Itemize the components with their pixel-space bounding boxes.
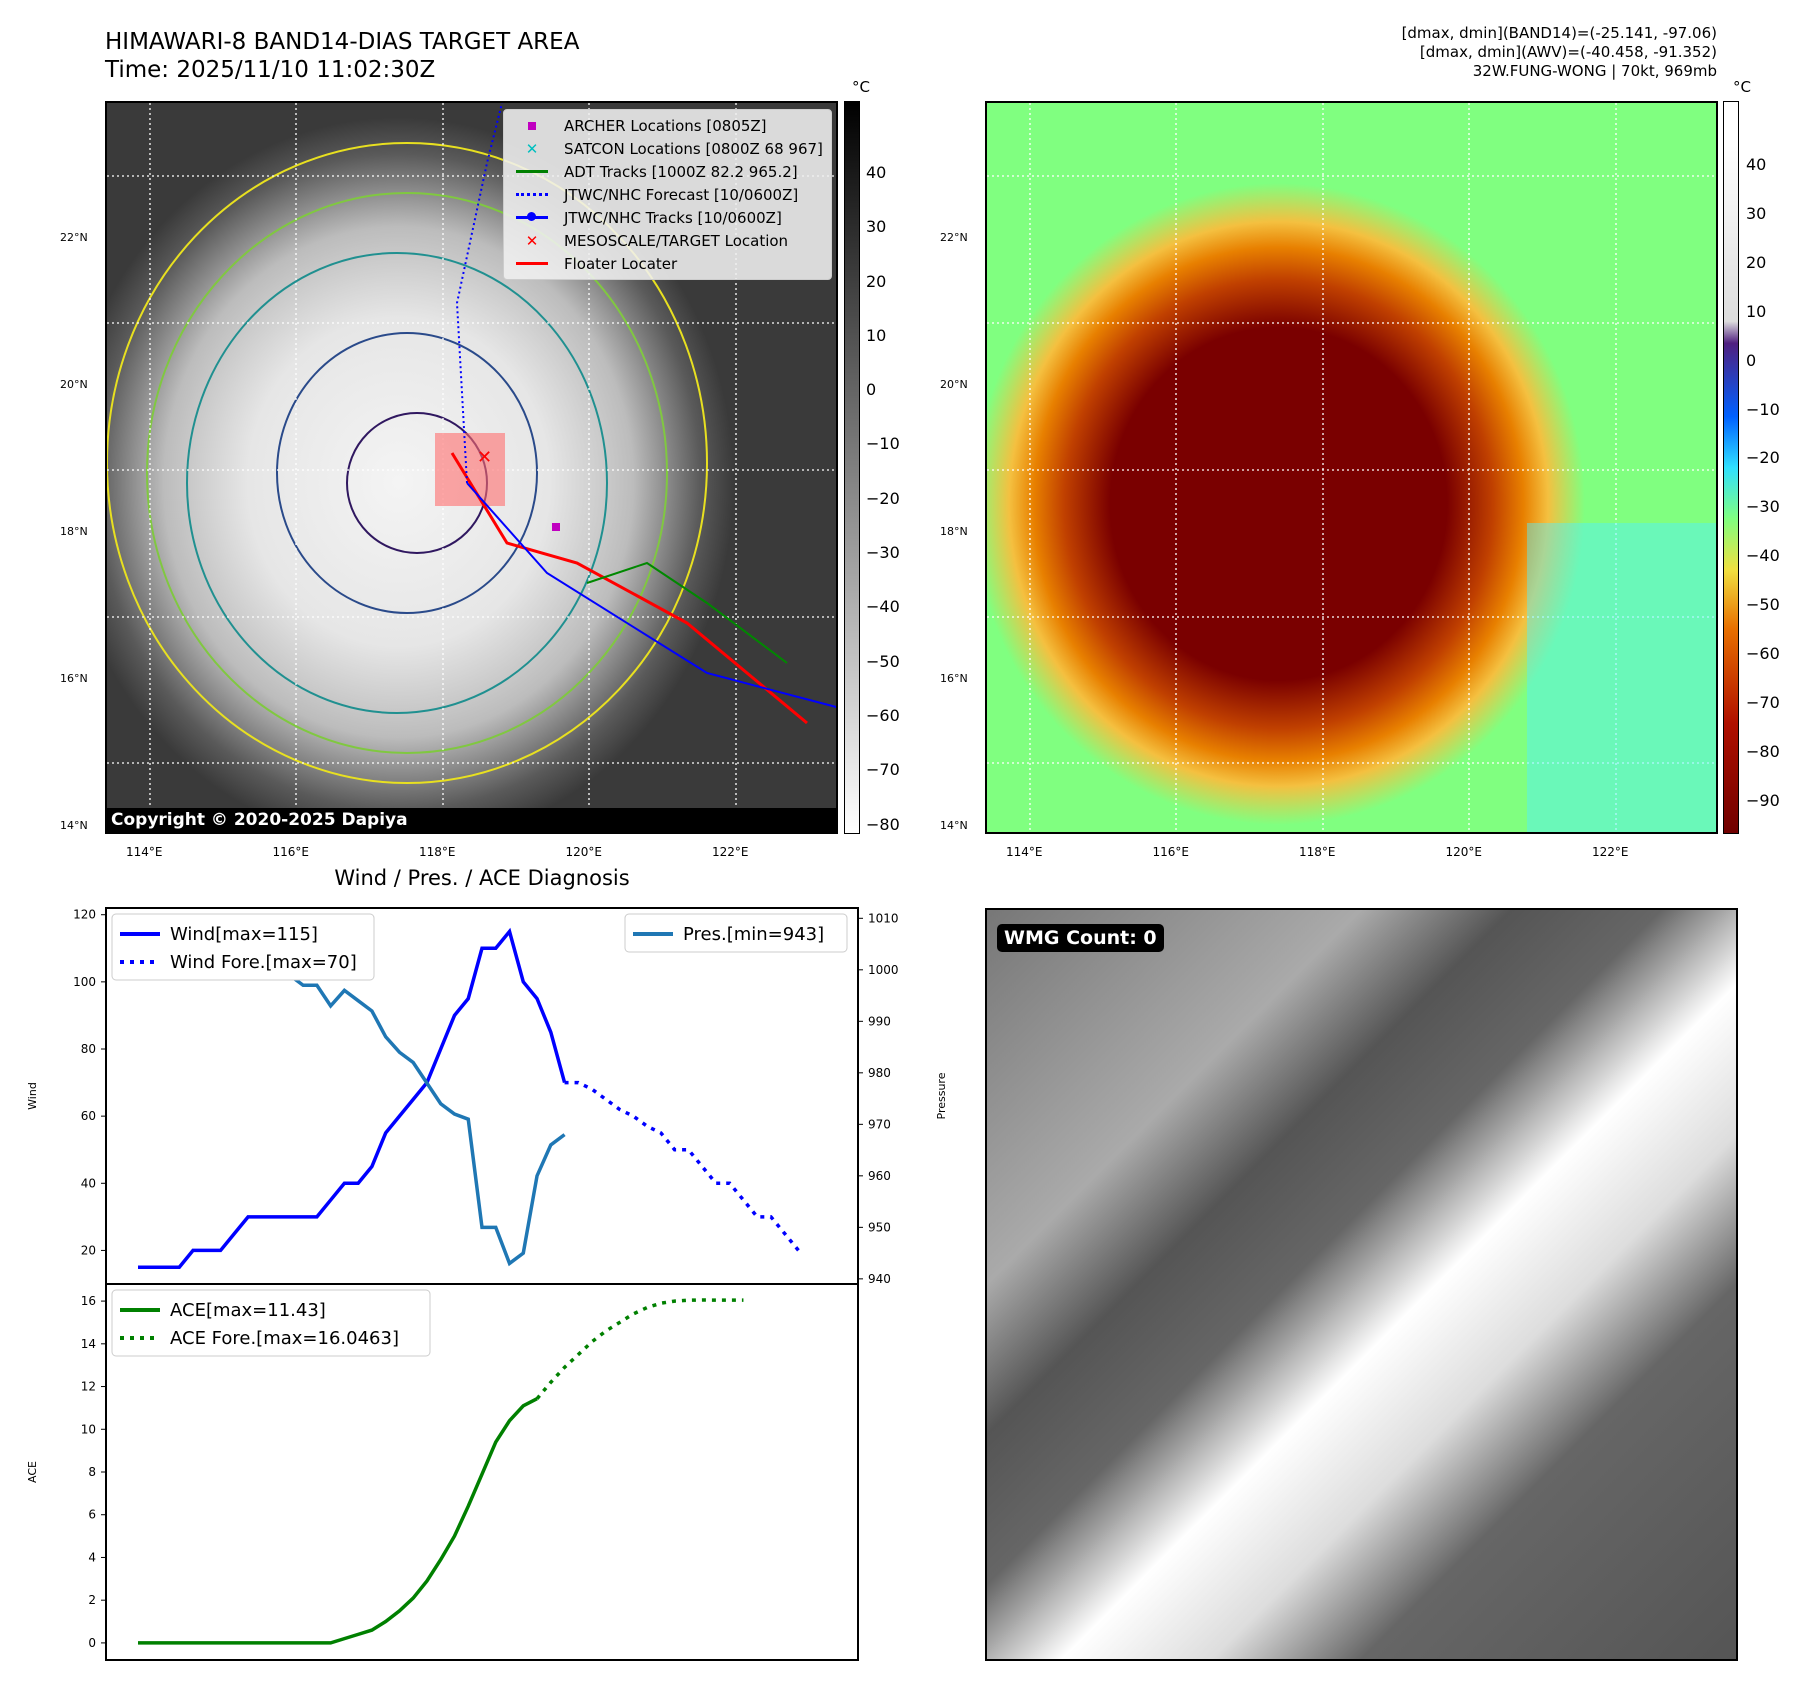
- dmax-info: [dmax, dmin](BAND14)=(-25.141, -97.06) […: [1401, 24, 1717, 80]
- line-icon: [512, 262, 552, 265]
- legend-label: ACE Fore.[max=16.0463]: [170, 1328, 399, 1349]
- legend-label: Pres.[min=943]: [683, 924, 824, 945]
- legend-label: ACE[max=11.43]: [170, 1300, 326, 1321]
- jtwc-forecast: [455, 103, 503, 484]
- y-tick-label: 0: [88, 1636, 96, 1650]
- archer-marker: [552, 523, 560, 531]
- y-tick-label: 6: [88, 1508, 96, 1522]
- y-tick-label: 20: [81, 1243, 96, 1257]
- colorbar-band14: [844, 101, 860, 834]
- y-tick-label: 10: [81, 1422, 96, 1436]
- floater-box: [435, 433, 505, 506]
- line-dot-icon: [512, 212, 552, 221]
- lat-ticks-left: 22°N 20°N 18°N 16°N 14°N: [60, 231, 88, 832]
- legend-jtwc-tracks: JTWC/NHC Tracks [10/0600Z]: [512, 206, 823, 229]
- series-line-ace: [138, 1397, 538, 1645]
- map-legend: ARCHER Locations [0805Z] ✕ SATCON Locatio…: [503, 109, 832, 280]
- legend-floater: Floater Locater: [512, 252, 823, 275]
- y-tick-label: 8: [88, 1465, 96, 1479]
- figure-title: HIMAWARI-8 BAND14-DIAS TARGET AREA Time:…: [105, 29, 580, 83]
- y2-tick-label: 1000: [868, 963, 899, 977]
- y2-tick-label: 940: [868, 1272, 891, 1286]
- line-icon: [512, 170, 552, 173]
- y-tick-label: 120: [73, 908, 96, 922]
- colorbar-ticks-left: 40 30 20 10 0 −10 −20 −30 −40 −50 −60 −70 −80: [866, 163, 900, 834]
- series-line-wind: [138, 927, 567, 1269]
- awv-map: [985, 101, 1718, 834]
- dotted-line-icon: [512, 193, 552, 196]
- colorbar-unit: °C: [852, 78, 870, 96]
- lat-ticks-right: 22°N 20°N 18°N 16°N 14°N: [940, 231, 968, 832]
- y2-axis-label: Pressure: [935, 1072, 948, 1119]
- series-line-ace-fore-: [535, 1298, 744, 1400]
- band14-map: ✕ ARCHER Locations [0805Z] ✕ SATCON Locat…: [105, 101, 838, 834]
- y-tick-label: 60: [81, 1109, 96, 1123]
- y2-tick-label: 990: [868, 1014, 891, 1028]
- y-tick-label: 2: [88, 1593, 96, 1607]
- diagnosis-charts: 2040608010012094095096097098099010001010…: [26, 907, 948, 1661]
- y-tick-label: 80: [81, 1042, 96, 1056]
- x-icon: ✕: [525, 231, 539, 250]
- jtwc-track: [466, 482, 836, 708]
- lon-ticks-left: 114°E 116°E 118°E 120°E 122°E: [126, 845, 749, 859]
- y2-tick-label: 950: [868, 1220, 891, 1234]
- y-tick-label: 4: [88, 1550, 96, 1564]
- chart-legend: [111, 913, 375, 981]
- y-tick-label: 100: [73, 975, 96, 989]
- legend-jtwc-forecast: JTWC/NHC Forecast [10/0600Z]: [512, 183, 823, 206]
- chart-legend: [111, 1289, 431, 1357]
- copyright: Copyright © 2020-2025 Dapiya: [107, 808, 836, 832]
- legend-adt: ADT Tracks [1000Z 82.2 965.2]: [512, 160, 823, 183]
- legend-label: Wind Fore.[max=70]: [170, 952, 357, 973]
- colorbar-ticks-right: 40 30 20 10 0 −10 −20 −30 −40 −50 −60 −70 −80 −90: [1746, 155, 1780, 810]
- y-tick-label: 16: [81, 1294, 96, 1308]
- y-axis-label: Wind: [26, 1082, 39, 1110]
- wmg-panel: WMG Count: 0: [985, 908, 1738, 1661]
- x-icon: ✕: [525, 139, 539, 158]
- colorbar-unit: °C: [1733, 78, 1751, 96]
- y2-tick-label: 1010: [868, 911, 899, 925]
- series-line-wind-fore-: [564, 1080, 800, 1252]
- legend-mesoscale: ✕ MESOSCALE/TARGET Location: [512, 229, 823, 252]
- legend-label: Wind[max=115]: [170, 924, 318, 945]
- y-tick-label: 14: [81, 1337, 96, 1351]
- y-tick-label: 40: [81, 1176, 96, 1190]
- colorbar-awv: [1723, 101, 1739, 834]
- y2-tick-label: 980: [868, 1066, 891, 1080]
- legend-satcon: ✕ SATCON Locations [0800Z 68 967]: [512, 137, 823, 160]
- square-icon: [512, 121, 552, 130]
- adt-track: [586, 561, 788, 664]
- y-axis-label: ACE: [26, 1461, 39, 1483]
- floater-track: [450, 452, 808, 725]
- y2-tick-label: 970: [868, 1117, 891, 1131]
- chart-legend: [624, 913, 848, 953]
- target-marker: ✕: [477, 447, 492, 468]
- diagnosis-title: Wind / Pres. / ACE Diagnosis: [334, 866, 630, 890]
- y2-tick-label: 960: [868, 1169, 891, 1183]
- y-tick-label: 12: [81, 1380, 96, 1394]
- legend-archer: ARCHER Locations [0805Z]: [512, 114, 823, 137]
- wmg-count-label: WMG Count: 0: [997, 924, 1164, 952]
- lon-ticks-right: 114°E 116°E 118°E 120°E 122°E: [1006, 845, 1629, 859]
